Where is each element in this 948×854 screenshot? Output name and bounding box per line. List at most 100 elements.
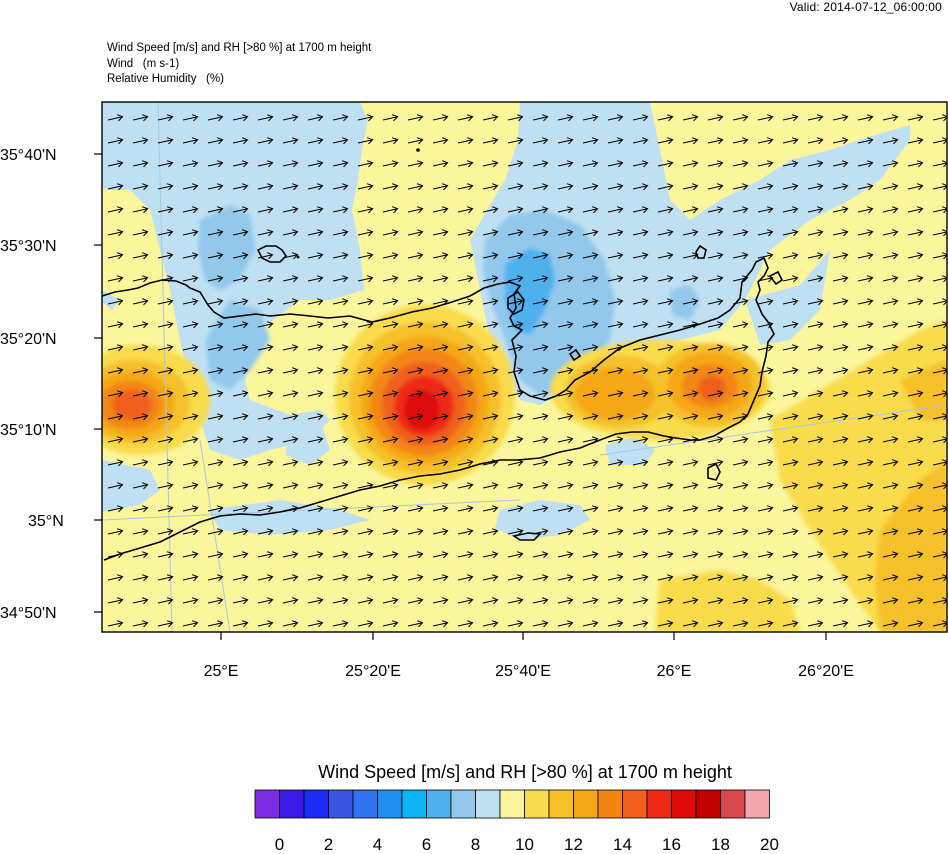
wind-arrow <box>907 505 924 513</box>
wind-arrow <box>382 183 399 191</box>
wind-arrow <box>557 160 574 168</box>
wind-arrow <box>507 160 524 168</box>
wind-arrow <box>157 459 174 467</box>
wind-arrow <box>882 459 899 467</box>
wind-arrow <box>932 367 947 375</box>
colorbar-swatch <box>622 789 648 819</box>
wind-arrow <box>907 137 924 145</box>
wind-arrow <box>207 367 224 375</box>
lon-label: 25°40'E <box>495 663 551 680</box>
wind-arrow <box>607 321 624 329</box>
wind-arrow <box>732 482 749 490</box>
wind-arrow <box>382 367 399 375</box>
wind-arrow <box>432 183 449 191</box>
wind-arrow <box>532 436 549 444</box>
wind-arrow <box>107 252 124 260</box>
wind-arrow <box>607 183 624 191</box>
wind-arrow <box>132 482 149 490</box>
wind-arrow <box>282 574 299 582</box>
wind-arrow <box>207 275 224 283</box>
wind-arrow <box>457 390 474 398</box>
wind-arrow <box>107 459 124 467</box>
wind-arrow <box>132 229 149 237</box>
wind-arrow <box>782 160 799 168</box>
wind-arrow <box>807 390 824 398</box>
wind-arrow <box>682 137 699 145</box>
wind-arrow <box>832 528 849 536</box>
wind-arrow <box>407 482 424 490</box>
wind-arrow <box>857 137 874 145</box>
wind-arrow <box>357 229 374 237</box>
wind-arrow <box>532 114 549 122</box>
wind-arrow <box>782 114 799 122</box>
wind-arrow <box>882 206 899 214</box>
wind-arrow <box>557 229 574 237</box>
wind-arrow <box>407 620 424 628</box>
wind-arrow <box>307 436 324 444</box>
wind-arrow <box>857 344 874 352</box>
wind-arrow <box>782 413 799 421</box>
wind-arrow <box>907 620 924 628</box>
wind-arrow <box>857 321 874 329</box>
wind-arrow <box>107 597 124 605</box>
wind-arrow <box>457 436 474 444</box>
wind-arrow <box>132 574 149 582</box>
wind-arrow <box>157 229 174 237</box>
wind-arrow <box>807 528 824 536</box>
wind-arrow <box>882 551 899 559</box>
wind-arrow <box>207 620 224 628</box>
wind-arrow <box>232 505 249 513</box>
wind-arrow <box>682 229 699 237</box>
wind-arrow <box>782 229 799 237</box>
wind-arrow <box>832 298 849 306</box>
wind-arrow <box>382 574 399 582</box>
wind-arrow <box>107 367 124 375</box>
wind-arrow <box>907 206 924 214</box>
wind-arrow <box>457 482 474 490</box>
wind-arrow <box>657 459 674 467</box>
wind-arrow <box>582 390 599 398</box>
wind-arrow <box>257 298 274 306</box>
wind-arrow <box>157 298 174 306</box>
wind-arrow <box>907 390 924 398</box>
wind-arrow <box>482 160 499 168</box>
wind-arrow <box>382 390 399 398</box>
wind-arrow <box>407 229 424 237</box>
wind-arrow <box>257 390 274 398</box>
wind-arrow <box>482 252 499 260</box>
wind-arrow <box>907 298 924 306</box>
wind-arrow <box>807 298 824 306</box>
wind-arrow <box>207 528 224 536</box>
wind-arrow <box>207 574 224 582</box>
wind-arrow <box>332 574 349 582</box>
wind-arrow <box>532 206 549 214</box>
wind-arrow <box>932 459 947 467</box>
wind-arrow <box>307 206 324 214</box>
wind-arrow <box>857 114 874 122</box>
wind-arrow <box>807 551 824 559</box>
wind-arrow <box>682 183 699 191</box>
wind-arrow <box>932 597 947 605</box>
wind-arrow <box>382 229 399 237</box>
wind-arrow <box>407 206 424 214</box>
wind-arrow <box>307 114 324 122</box>
wind-arrow <box>507 252 524 260</box>
wind-arrow <box>882 114 899 122</box>
wind-arrow <box>307 183 324 191</box>
wind-arrow <box>632 574 649 582</box>
wind-arrow <box>807 344 824 352</box>
wind-arrow <box>557 298 574 306</box>
wind-arrow <box>332 160 349 168</box>
wind-arrow <box>707 137 724 145</box>
wind-arrow <box>832 551 849 559</box>
wind-arrow <box>582 436 599 444</box>
wind-arrow <box>532 459 549 467</box>
wind-arrow <box>332 390 349 398</box>
wind-arrow <box>932 482 947 490</box>
wind-arrow <box>882 574 899 582</box>
wind-arrow <box>757 597 774 605</box>
wind-arrow <box>282 597 299 605</box>
wind-arrow <box>432 298 449 306</box>
wind-arrow <box>632 620 649 628</box>
lat-label: 35°10'N <box>0 422 57 439</box>
